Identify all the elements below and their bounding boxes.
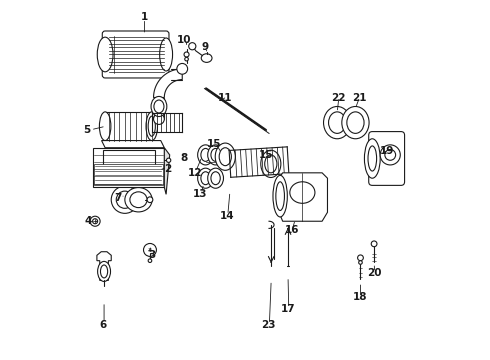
Ellipse shape <box>148 259 152 262</box>
Ellipse shape <box>177 63 188 74</box>
Ellipse shape <box>211 172 220 185</box>
Ellipse shape <box>329 112 346 134</box>
Ellipse shape <box>385 149 395 160</box>
Ellipse shape <box>111 186 139 213</box>
Text: 13: 13 <box>193 189 207 199</box>
Ellipse shape <box>197 168 214 188</box>
Ellipse shape <box>116 191 133 208</box>
Ellipse shape <box>323 107 351 139</box>
Ellipse shape <box>365 139 380 178</box>
Ellipse shape <box>261 150 281 177</box>
Ellipse shape <box>146 112 157 140</box>
Text: 9: 9 <box>202 42 209 52</box>
Ellipse shape <box>201 54 212 62</box>
Ellipse shape <box>197 145 214 165</box>
Ellipse shape <box>147 197 153 203</box>
Ellipse shape <box>208 145 223 165</box>
Ellipse shape <box>148 116 155 136</box>
Ellipse shape <box>215 143 235 170</box>
Ellipse shape <box>154 100 164 113</box>
Text: 12: 12 <box>188 168 202 178</box>
Ellipse shape <box>125 188 152 212</box>
Polygon shape <box>103 149 155 167</box>
Text: 1: 1 <box>141 12 148 22</box>
Ellipse shape <box>93 219 98 224</box>
Text: 18: 18 <box>352 292 367 302</box>
Ellipse shape <box>185 57 188 61</box>
Text: 4: 4 <box>84 216 92 226</box>
Polygon shape <box>101 140 164 148</box>
Text: 19: 19 <box>379 146 394 156</box>
Ellipse shape <box>290 182 315 203</box>
Text: 15: 15 <box>259 150 274 160</box>
Text: 21: 21 <box>352 93 367 103</box>
Polygon shape <box>164 148 170 194</box>
Ellipse shape <box>98 261 111 282</box>
Ellipse shape <box>167 158 171 162</box>
Text: 3: 3 <box>148 250 155 260</box>
Ellipse shape <box>219 148 231 166</box>
Ellipse shape <box>201 172 210 185</box>
Ellipse shape <box>208 168 223 188</box>
Text: 2: 2 <box>164 164 171 174</box>
Ellipse shape <box>371 241 377 247</box>
Text: 10: 10 <box>177 35 191 45</box>
Ellipse shape <box>144 243 156 256</box>
Ellipse shape <box>97 37 113 72</box>
Text: 6: 6 <box>100 320 107 330</box>
Text: 22: 22 <box>331 93 345 103</box>
Polygon shape <box>153 69 182 98</box>
FancyBboxPatch shape <box>368 132 405 185</box>
Ellipse shape <box>160 38 172 71</box>
Ellipse shape <box>90 216 100 226</box>
Text: 23: 23 <box>261 320 275 330</box>
Polygon shape <box>279 173 327 221</box>
Text: 7: 7 <box>114 193 122 203</box>
Ellipse shape <box>153 114 164 125</box>
Ellipse shape <box>211 148 220 161</box>
Polygon shape <box>93 148 164 187</box>
Ellipse shape <box>380 145 400 165</box>
Text: 5: 5 <box>83 125 90 135</box>
Text: 17: 17 <box>281 304 295 314</box>
Ellipse shape <box>342 107 369 139</box>
Ellipse shape <box>130 192 147 208</box>
Text: 16: 16 <box>284 225 299 235</box>
Ellipse shape <box>368 146 377 171</box>
Ellipse shape <box>189 42 196 50</box>
Ellipse shape <box>359 261 362 264</box>
Ellipse shape <box>100 265 108 278</box>
Ellipse shape <box>358 255 364 261</box>
Ellipse shape <box>99 112 111 140</box>
Text: 15: 15 <box>207 139 222 149</box>
Ellipse shape <box>347 112 364 134</box>
Text: 14: 14 <box>220 211 234 221</box>
Ellipse shape <box>265 155 277 173</box>
Text: 8: 8 <box>180 153 188 163</box>
Polygon shape <box>97 252 111 280</box>
Bar <box>95 165 163 185</box>
Ellipse shape <box>151 96 167 117</box>
Ellipse shape <box>273 175 287 217</box>
Ellipse shape <box>201 148 210 161</box>
Text: 20: 20 <box>367 268 381 278</box>
Text: 11: 11 <box>218 93 233 103</box>
Ellipse shape <box>184 52 189 57</box>
Ellipse shape <box>276 182 285 211</box>
FancyBboxPatch shape <box>102 31 169 78</box>
